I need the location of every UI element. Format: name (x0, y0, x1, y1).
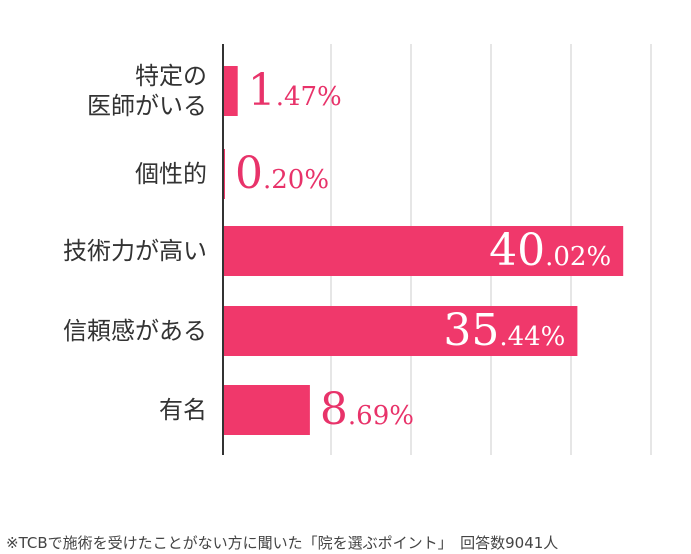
bar-chart: 特定の医師がいる 1.47% 個性的 0.20% 技術力が高い 40.02% 信頼感がある 3… (63, 44, 652, 455)
category-label-line: 信頼感がある (63, 317, 207, 345)
category-label-line: 特定の (135, 62, 207, 90)
category-label: 有名 (159, 396, 207, 424)
category-label: 特定の医師がいる (87, 62, 207, 120)
category-label-line: 医師がいる (87, 92, 207, 120)
bar (223, 226, 624, 276)
bar (223, 66, 238, 116)
data-label-rest: .69% (348, 401, 414, 431)
category-label-line: 技術力が高い (63, 237, 207, 265)
category-label: 信頼感がある (63, 317, 207, 345)
data-label-int: 8 (320, 384, 348, 435)
data-label: 1.47% (248, 65, 342, 116)
data-label-int: 1 (248, 65, 276, 116)
data-label-int: 0 (235, 148, 263, 199)
category-label-line: 有名 (159, 396, 207, 424)
footnote: ※TCBで施術を受けたことがない方に聞いた「院を選ぶポイント」 回答数9041人 (6, 534, 559, 552)
category-label: 個性的 (135, 160, 207, 188)
data-label-int: 35 (443, 305, 499, 356)
data-label: 40.02% (489, 225, 611, 276)
bar (223, 385, 310, 435)
data-label: 8.69% (320, 384, 414, 435)
data-label-int: 40 (489, 225, 545, 276)
category-label-line: 個性的 (135, 160, 207, 188)
data-label-rest: .20% (263, 165, 329, 195)
data-label-rest: .02% (545, 242, 611, 272)
data-label: 35.44% (443, 305, 565, 356)
bar (223, 306, 578, 356)
data-label-rest: .47% (276, 82, 342, 112)
data-label: 0.20% (235, 148, 329, 199)
category-label: 技術力が高い (63, 237, 207, 265)
data-label-rest: .44% (499, 322, 565, 352)
